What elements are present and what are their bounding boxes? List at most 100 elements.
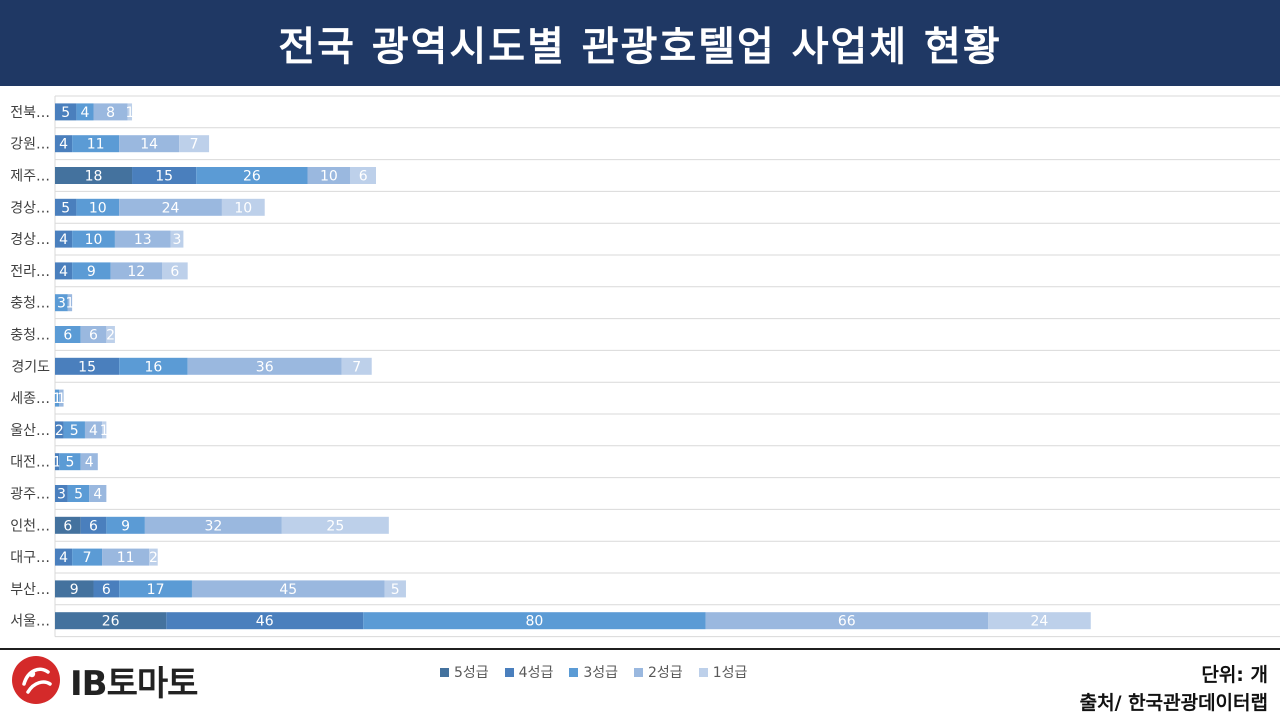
bar-segment: [55, 453, 60, 471]
data-label: 18: [85, 169, 103, 185]
data-label: 17: [147, 582, 165, 598]
bar-segment: [281, 516, 389, 534]
data-label: 6: [89, 518, 98, 534]
data-label: 4: [59, 232, 68, 248]
legend-swatch: [504, 667, 514, 677]
data-label: 24: [1030, 614, 1048, 630]
bar-segment: [72, 262, 111, 280]
category-label: 경기도: [11, 359, 50, 375]
data-label: 15: [78, 359, 96, 375]
bar-segment: [55, 135, 73, 153]
stacked-bar-chart: 5 4 8 14 11 14 718 15 26 10 65 10 24 104 10 13 34 9 12 63 16…: [10, 95, 1280, 638]
bar-segment: [76, 103, 94, 121]
bar-segment: [59, 453, 81, 471]
legend-label: 4성급: [518, 665, 554, 681]
bar-segment: [67, 294, 73, 312]
bar-segment: [55, 230, 73, 248]
legend-swatch: [698, 667, 708, 677]
unit-label: 단위: 개: [1201, 664, 1268, 686]
data-label: 5: [61, 200, 70, 216]
data-label: 14: [140, 137, 158, 153]
data-label: 3: [57, 296, 66, 312]
legend-swatch: [440, 667, 449, 677]
bar-segment: [55, 548, 73, 566]
bar-segment: [988, 612, 1091, 630]
bar-segment: [221, 198, 265, 216]
bar-segment: [55, 612, 167, 630]
header-banner: 전국 광역시도별 관광호텔업 사업체 현황: [0, 0, 1280, 86]
bar-segment: [59, 389, 64, 407]
bar-segment: [114, 230, 171, 248]
category-label: 강원…: [10, 137, 50, 153]
data-label: 13: [134, 232, 152, 248]
data-label: 11: [117, 550, 135, 566]
bar-segment: [106, 326, 115, 343]
bar-segment: [55, 198, 77, 216]
bar-segment: [55, 262, 73, 280]
legend-swatch: [569, 667, 579, 677]
footer-divider: [0, 648, 1280, 650]
bar-segment: [119, 357, 188, 375]
data-label: 10: [320, 169, 338, 185]
bar-segment: [179, 135, 210, 153]
category-label: 서울…: [10, 614, 50, 630]
data-label: 12: [127, 264, 145, 280]
data-label: 11: [87, 137, 105, 153]
data-label: 36: [256, 359, 274, 375]
data-label: 5: [66, 455, 75, 471]
data-label: 1: [57, 391, 66, 407]
bar-segment: [55, 326, 81, 343]
chart-legend: 5성급 4성급 3성급 2성급 1성급: [440, 662, 747, 682]
data-label: 6: [63, 328, 72, 344]
bar-segment: [93, 103, 128, 121]
data-label: 26: [102, 614, 120, 630]
bar-segment: [55, 103, 77, 121]
data-label: 4: [89, 423, 98, 439]
data-label: 4: [59, 137, 68, 153]
data-label: 80: [525, 614, 543, 630]
page-title: 전국 광역시도별 관광호텔업 사업체 현황: [278, 24, 1002, 70]
data-label: 3: [173, 232, 182, 248]
bar-segment: [106, 516, 145, 534]
category-label: 경상…: [10, 232, 50, 248]
bar-segment: [55, 389, 60, 407]
data-label: 4: [59, 264, 68, 280]
data-label: 1: [125, 105, 134, 121]
bar-segment: [80, 326, 107, 343]
data-label: 46: [256, 614, 274, 630]
data-label: 16: [145, 359, 163, 375]
legend-item: 4성급: [504, 662, 554, 682]
category-label: 부산…: [10, 582, 50, 598]
bar-segment: [119, 580, 192, 598]
bar-segment: [102, 421, 107, 439]
bar-segment: [63, 421, 85, 439]
bar-segment: [72, 230, 115, 248]
bar-segment: [127, 103, 133, 121]
data-label: 15: [155, 169, 173, 185]
data-label: 4: [59, 550, 68, 566]
bar-segment: [132, 167, 197, 184]
data-label: 8: [106, 105, 115, 121]
category-label: 대전…: [10, 455, 50, 471]
category-label: 전라…: [10, 264, 50, 280]
legend-label: 5성급: [454, 665, 489, 681]
data-label: 5: [391, 582, 400, 598]
source-label: 출처/ 한국관광데이터랩: [1079, 692, 1268, 714]
bar-segment: [55, 167, 133, 184]
bar-segment: [55, 485, 68, 502]
bar-segment: [119, 135, 180, 153]
bar-segment: [55, 580, 94, 598]
data-label: 24: [162, 200, 180, 216]
bar-segment: [84, 421, 103, 439]
ib-tomato-logo: IB토마토: [10, 654, 198, 706]
bar-segment: [187, 357, 342, 375]
data-label: 1: [53, 455, 62, 471]
data-label: 9: [87, 264, 96, 280]
data-label: 6: [63, 518, 72, 534]
bar-segment: [76, 198, 120, 216]
bar-segment: [384, 580, 406, 598]
data-label: 2: [106, 328, 115, 344]
category-label: 세종…: [10, 391, 50, 407]
bar-segment: [170, 230, 184, 248]
